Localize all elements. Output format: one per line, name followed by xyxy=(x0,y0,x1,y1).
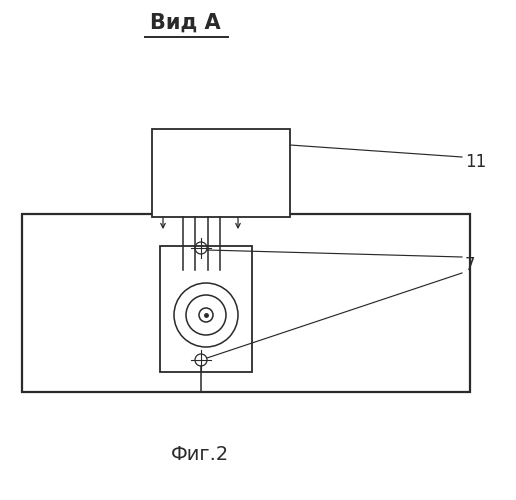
Bar xyxy=(152,129,290,217)
Text: Фиг.2: Фиг.2 xyxy=(171,446,229,464)
Text: 7: 7 xyxy=(465,256,476,274)
Bar xyxy=(160,246,252,372)
Text: 11: 11 xyxy=(465,153,486,171)
Bar xyxy=(22,214,470,392)
Text: Вид А: Вид А xyxy=(150,13,220,33)
